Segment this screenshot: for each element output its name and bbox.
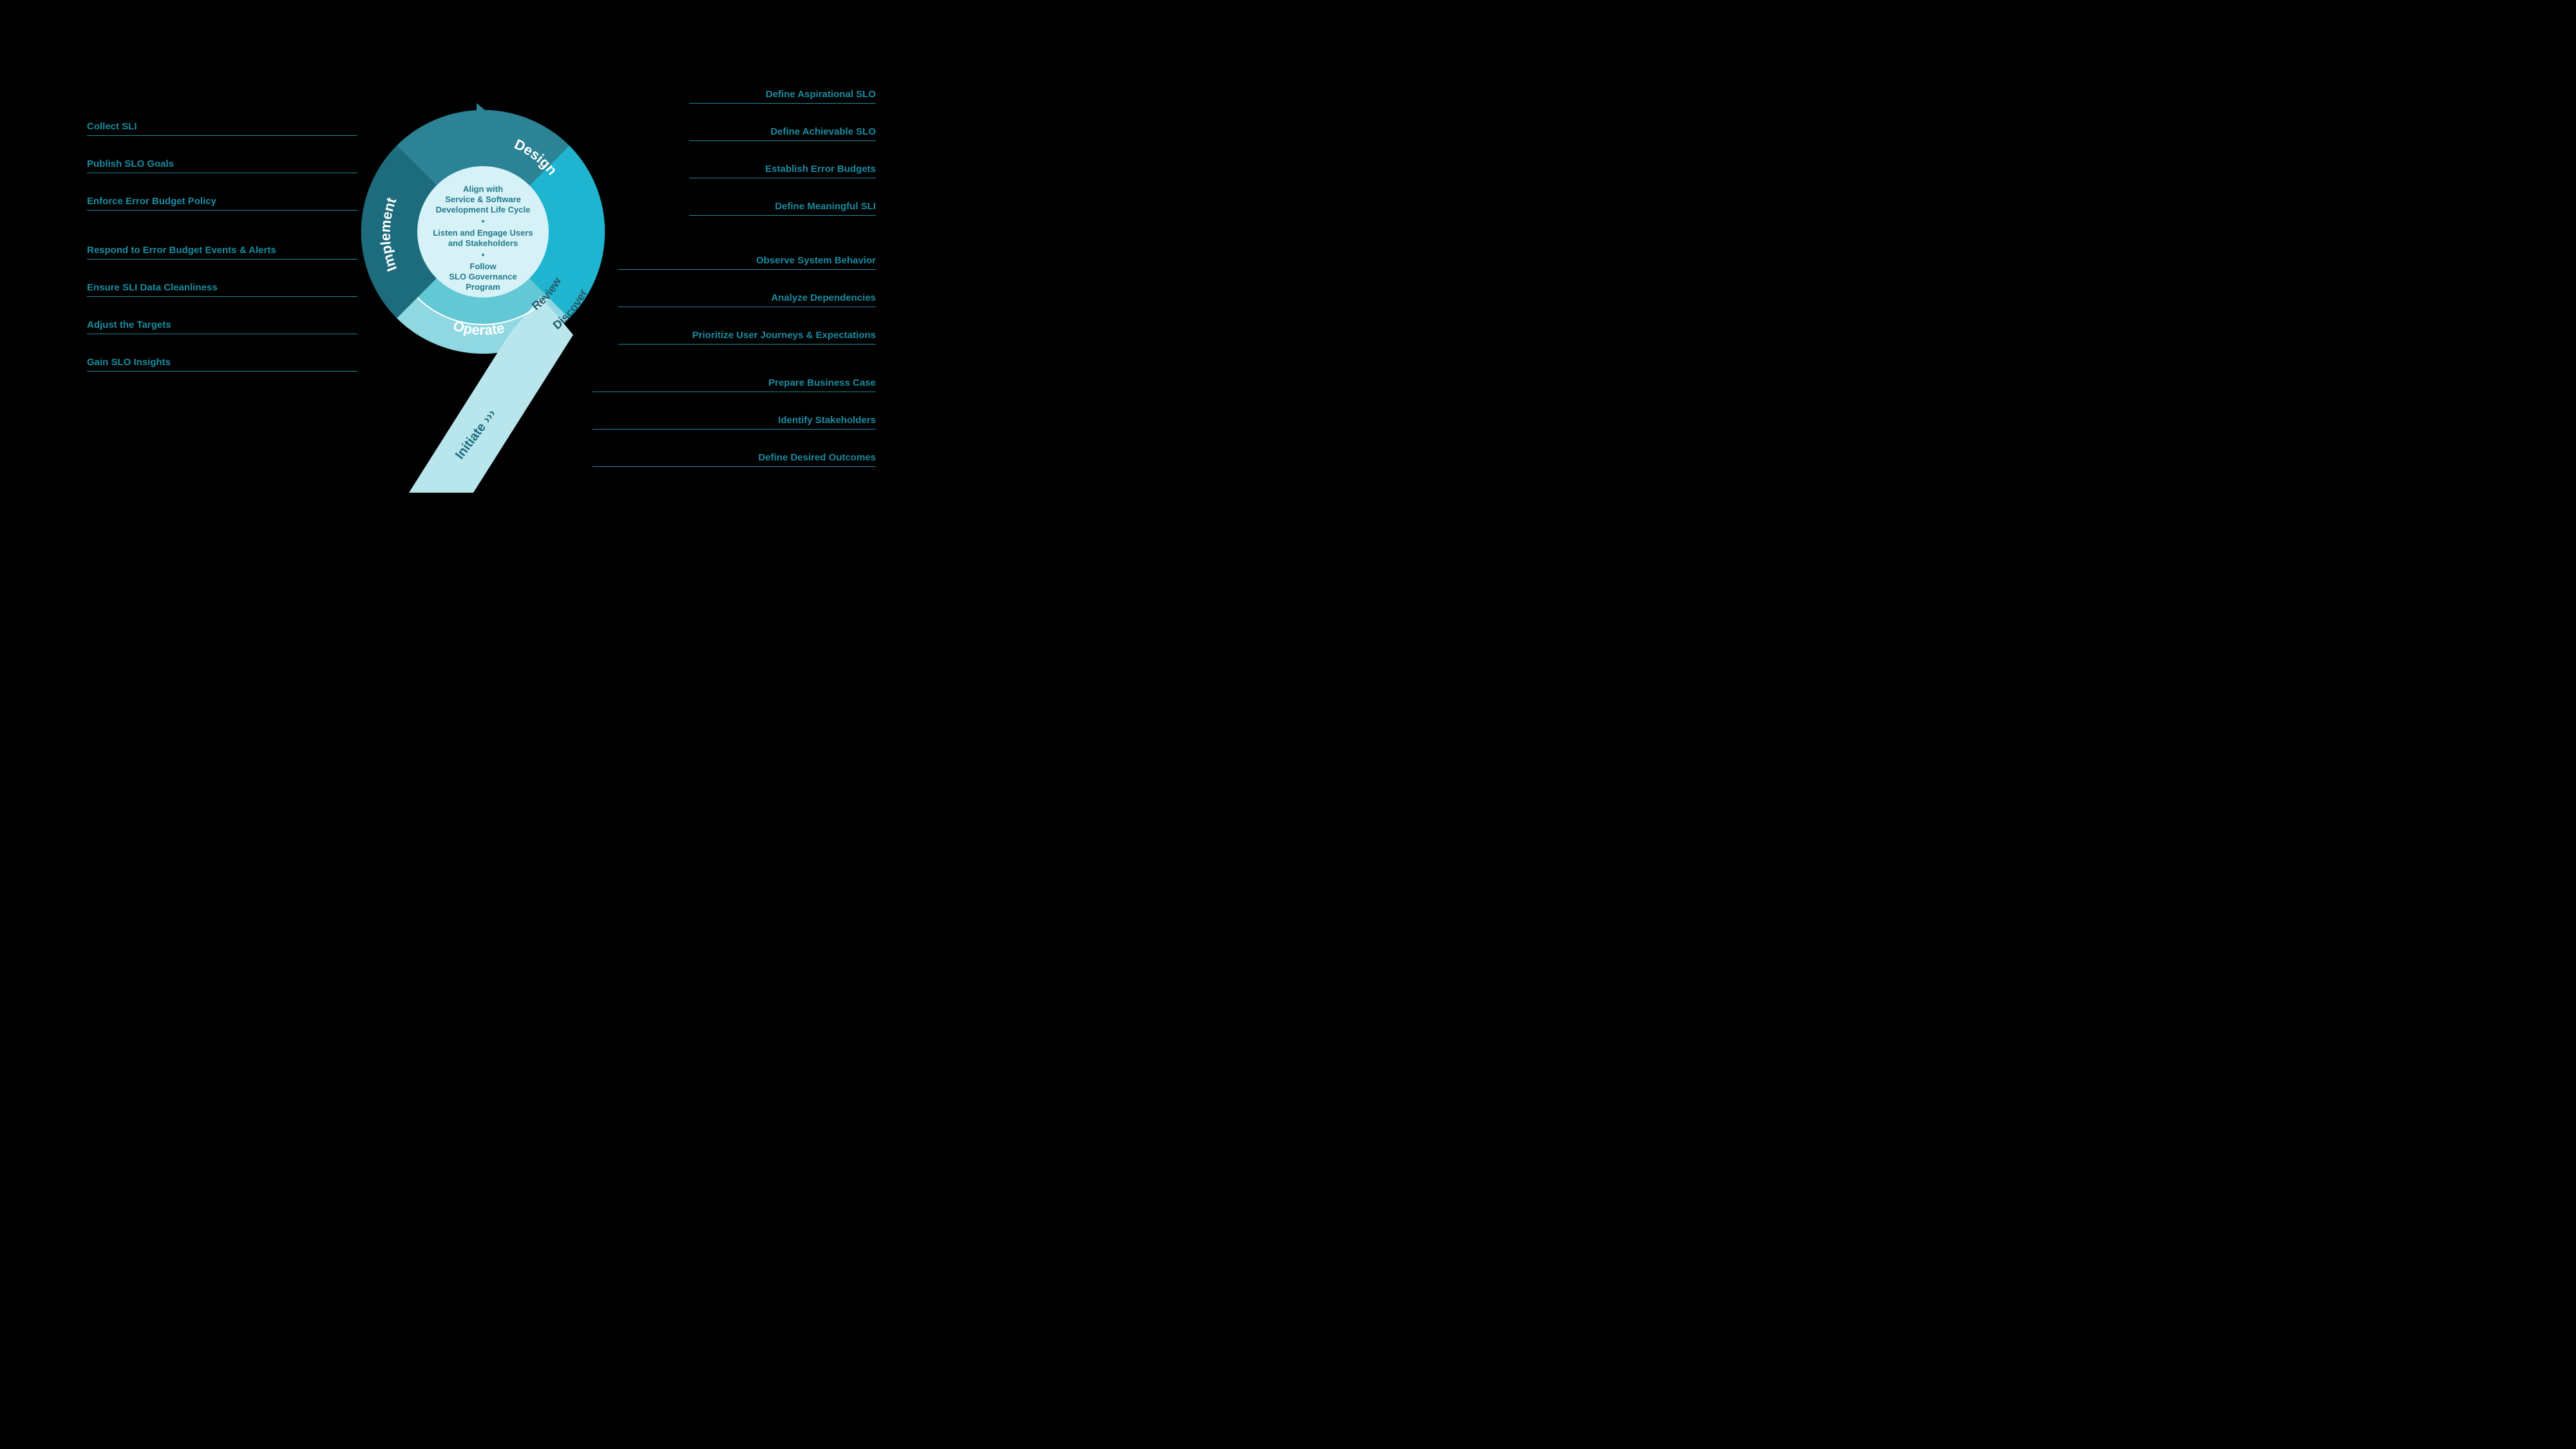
list-item: Prioritize User Journeys & Expectations [618,330,876,345]
list-item: Ensure SLI Data Cleanliness [87,282,357,297]
center-line: SLO Governance [449,272,516,281]
center-line: Development Life Cycle [436,205,531,214]
list-item: Define Desired Outcomes [592,452,876,467]
list-item: Identify Stakeholders [592,415,876,430]
list-item: Enforce Error Budget Policy [87,196,357,211]
center-line: Listen and Engage Users [433,228,533,238]
center-line: Service & Software [445,194,521,204]
list-item: Respond to Error Budget Events & Alerts [87,245,357,260]
center-line: • [482,250,485,260]
list-item: Define Meaningful SLI [689,201,876,216]
list-item: Prepare Business Case [592,377,876,392]
list-item: Define Achievable SLO [689,126,876,141]
cycle-graphic: Align with Service & Software Developmen… [348,97,618,496]
list-item: Publish SLO Goals [87,158,357,173]
list-item: Adjust the Targets [87,319,357,334]
list-item: Establish Error Budgets [689,164,876,178]
center-line: and Stakeholders [448,238,518,248]
center-line: Align with [463,184,503,194]
center-line: • [482,216,485,226]
cycle-svg: Align with Service & Software Developmen… [348,97,618,496]
list-item: Analyze Dependencies [618,292,876,307]
list-item: Gain SLO Insights [87,357,357,372]
center-line: Program [466,282,500,292]
slo-lifecycle-diagram: Align with Service & Software Developmen… [0,0,966,544]
list-item: Collect SLI [87,121,357,136]
list-item: Define Aspirational SLO [689,89,876,104]
list-item: Observe System Behavior [618,255,876,270]
center-line: Follow [469,261,497,271]
